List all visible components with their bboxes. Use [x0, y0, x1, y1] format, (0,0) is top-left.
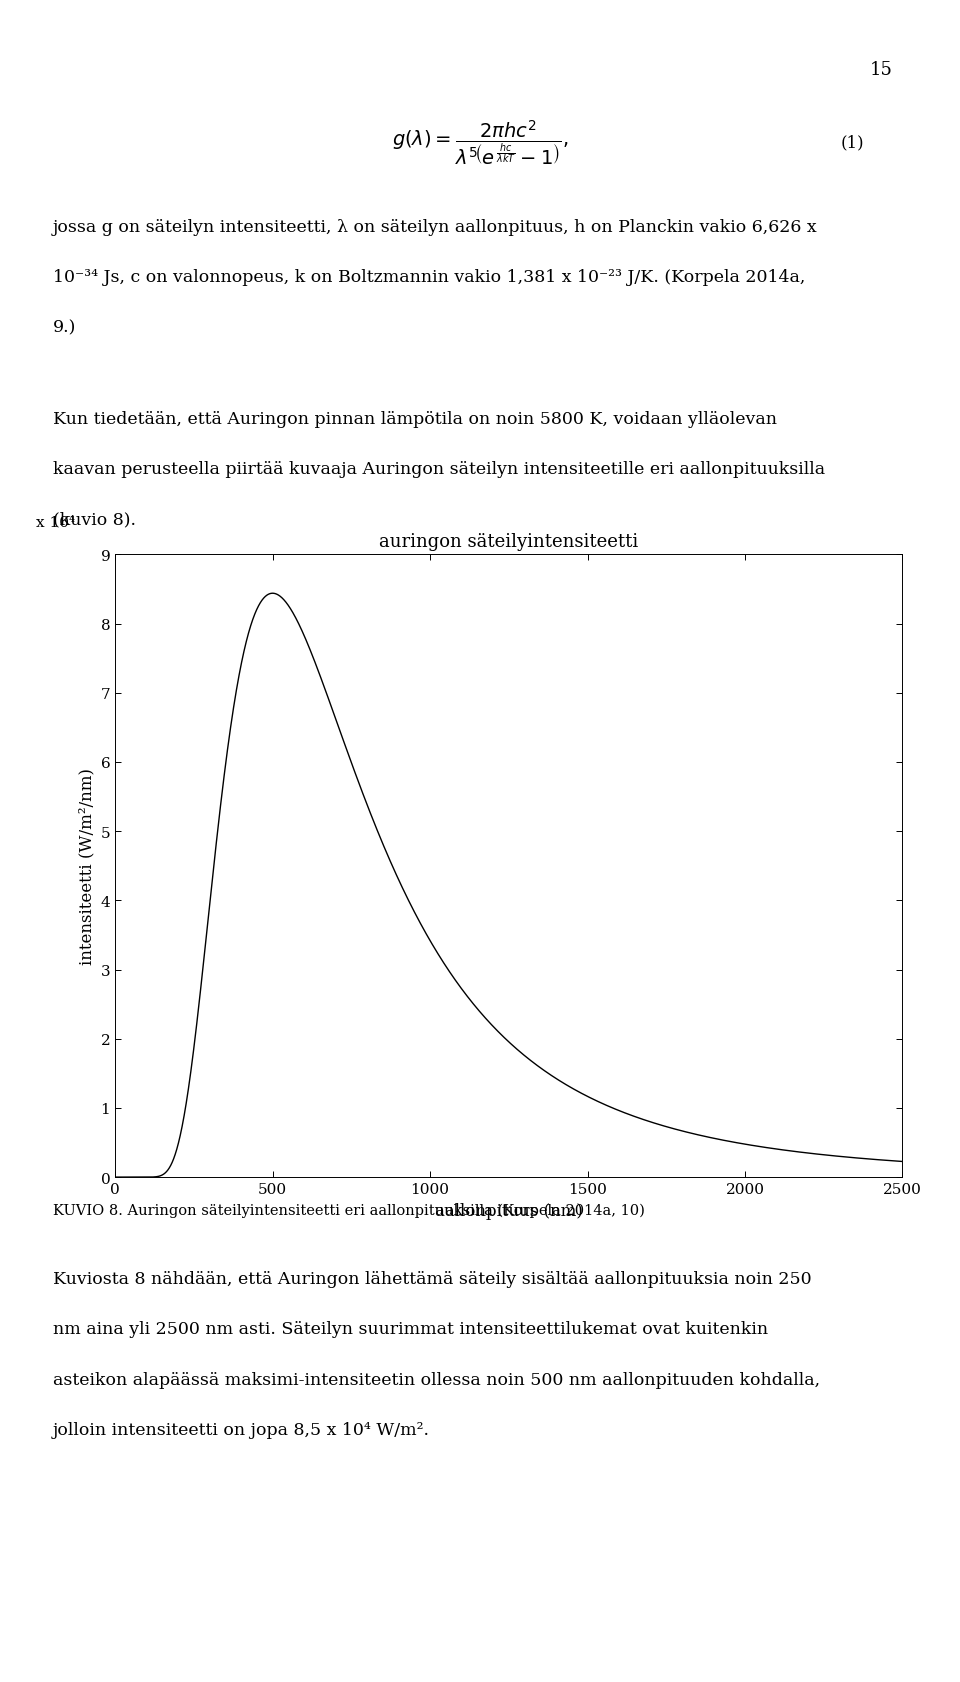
Text: 9.): 9.) [53, 320, 76, 336]
Text: $g(\lambda) = \dfrac{2\pi hc^2}{\lambda^5\!\left(e^{\,\frac{hc}{\lambda kT}}-1\r: $g(\lambda) = \dfrac{2\pi hc^2}{\lambda^… [392, 118, 568, 167]
Text: 10⁻³⁴ Js, c on valonnopeus, k on Boltzmannin vakio 1,381 x 10⁻²³ J/K. (Korpela 2: 10⁻³⁴ Js, c on valonnopeus, k on Boltzma… [53, 269, 805, 286]
Text: KUVIO 8. Auringon säteilyintensiteetti eri aallonpituuksilla (Korpela 2014a, 10): KUVIO 8. Auringon säteilyintensiteetti e… [53, 1203, 645, 1218]
Text: 15: 15 [870, 61, 893, 79]
Title: auringon säteilyintensiteetti: auringon säteilyintensiteetti [379, 533, 638, 550]
Text: nm aina yli 2500 nm asti. Säteilyn suurimmat intensiteettilukemat ovat kuitenkin: nm aina yli 2500 nm asti. Säteilyn suuri… [53, 1320, 768, 1337]
Text: Kuviosta 8 nähdään, että Auringon lähettämä säteily sisältää aallonpituuksia noi: Kuviosta 8 nähdään, että Auringon lähett… [53, 1270, 811, 1287]
Text: (1): (1) [840, 135, 864, 151]
Text: asteikon alapäässä maksimi-intensiteetin ollessa noin 500 nm aallonpituuden kohd: asteikon alapäässä maksimi-intensiteetin… [53, 1371, 820, 1388]
Text: jossa g on säteilyn intensiteetti, λ on säteilyn aallonpituus, h on Planckin vak: jossa g on säteilyn intensiteetti, λ on … [53, 219, 817, 235]
Text: kaavan perusteella piirtää kuvaaja Auringon säteilyn intensiteetille eri aallonp: kaavan perusteella piirtää kuvaaja Aurin… [53, 461, 825, 478]
Text: x 10⁴: x 10⁴ [36, 516, 76, 530]
Y-axis label: intensiteetti (W/m²/nm): intensiteetti (W/m²/nm) [78, 767, 95, 965]
Text: (kuvio 8).: (kuvio 8). [53, 511, 135, 528]
Text: Kun tiedetään, että Auringon pinnan lämpötila on noin 5800 K, voidaan ylläolevan: Kun tiedetään, että Auringon pinnan lämp… [53, 410, 777, 427]
X-axis label: aallonpituus (nm): aallonpituus (nm) [435, 1203, 583, 1219]
Text: jolloin intensiteetti on jopa 8,5 x 10⁴ W/m².: jolloin intensiteetti on jopa 8,5 x 10⁴ … [53, 1421, 430, 1438]
